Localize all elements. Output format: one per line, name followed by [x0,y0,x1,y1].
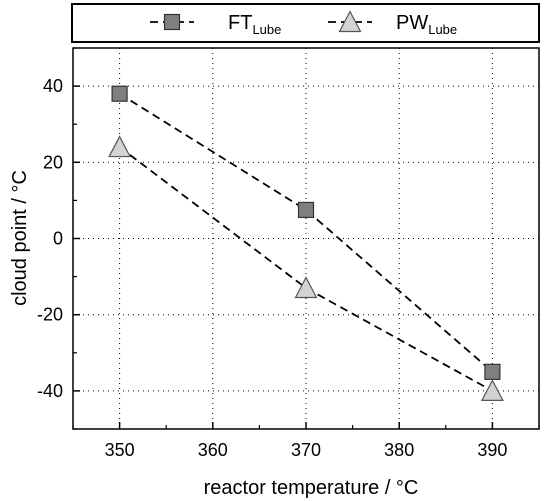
legend-marker-pw [338,10,362,33]
y-tick-label: -20 [37,305,63,325]
axis-ticks: 350 360 370 380 390 40 20 0 -20 -40 [37,47,540,460]
series-line-ft [119,92,493,373]
data-point-pw [294,276,318,299]
data-point-pw [480,379,504,401]
y-tick-label: 40 [43,76,63,96]
legend-label-pw-subscript: Lube [428,22,457,37]
legend-marker-ft [163,13,181,31]
series-layer [108,85,504,401]
y-tick-label: 0 [53,229,63,249]
x-tick-label: 380 [384,440,414,460]
x-tick-label: 350 [105,440,135,460]
y-axis-label: cloud point / °C [9,170,31,306]
x-tick-label: 370 [291,440,321,460]
legend-box [71,3,540,43]
data-point-pw [108,135,132,158]
x-axis-label: reactor temperature / °C [204,477,419,499]
x-tick-label: 390 [477,440,507,460]
legend-label-ft-subscript: Lube [252,22,281,37]
x-tick-label: 360 [198,440,228,460]
data-point-ft [484,363,501,380]
y-tick-label: -40 [37,381,63,401]
grid [73,48,539,429]
data-point-ft [297,201,315,219]
data-point-ft [111,85,128,102]
y-tick-label: 20 [43,152,63,172]
